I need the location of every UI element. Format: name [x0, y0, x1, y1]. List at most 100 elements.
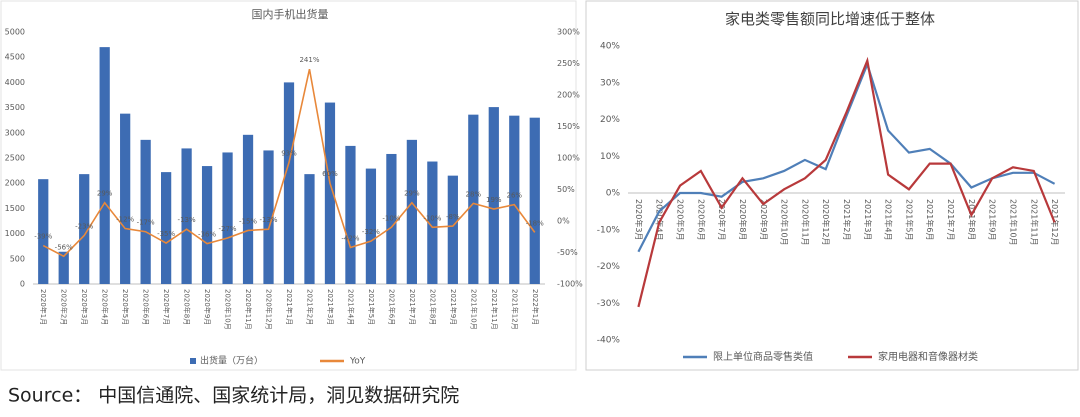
x-tick-label: 2021年11月	[1029, 199, 1039, 246]
x-tick-label: 2020年12月	[821, 199, 831, 246]
x-tick-label: 2020年12月	[265, 289, 274, 330]
y-tick-label: 30%	[600, 78, 620, 88]
line	[42, 68, 536, 258]
data-label: -18%	[526, 219, 544, 227]
x-tick-label: 2021年9月	[988, 199, 998, 240]
data-label: 28%	[466, 190, 482, 198]
bar	[242, 134, 254, 284]
x-tick-label: 2021年4月	[346, 289, 355, 325]
y2-tick-label: 300%	[557, 28, 580, 37]
bar	[161, 172, 172, 284]
y2-tick-label: 50%	[557, 185, 575, 194]
y-tick-label: 1000	[5, 229, 25, 238]
x-tick-label: 2021年5月	[904, 199, 914, 240]
x-tick-label: 2020年7月	[162, 289, 171, 325]
data-label: -10%	[382, 214, 400, 222]
data-label: -15%	[239, 217, 257, 225]
bar	[447, 175, 458, 284]
data-label: -10%	[423, 214, 441, 222]
data-label: -56%	[55, 243, 73, 251]
legend-label: 家用电器和音像器材类	[878, 350, 978, 363]
x-tick-label: 2021年6月	[387, 289, 396, 325]
x-tick-label: 2020年6月	[142, 289, 151, 325]
y-tick-label: 40%	[600, 42, 620, 52]
data-label: -13%	[259, 216, 277, 224]
x-tick-label: 2021年2月	[305, 289, 314, 325]
x-tick-label: 2021年12月	[1050, 199, 1060, 246]
x-tick-label: 2021年12月	[510, 289, 519, 330]
data-label: 241%	[299, 56, 319, 64]
line	[637, 61, 1056, 253]
bar	[365, 168, 377, 284]
y-tick-label: 1500	[5, 204, 25, 213]
x-tick-label: 2020年2月	[60, 289, 69, 325]
data-label: -35%	[157, 230, 175, 238]
data-label: -32%	[362, 228, 380, 236]
y-tick-label: 3000	[5, 128, 25, 137]
chart-frame	[0, 0, 577, 371]
data-label: -12%	[116, 216, 134, 224]
bar	[324, 102, 336, 284]
bar	[181, 148, 192, 284]
legend-swatch	[190, 358, 196, 364]
x-tick-label: 2021年8月	[428, 289, 437, 325]
y-tick-label: 0	[20, 280, 25, 289]
x-tick-label: 2021年3月	[326, 289, 335, 325]
x-tick-label: 2020年6月	[696, 199, 706, 240]
x-tick-label: 2020年11月	[800, 199, 810, 246]
x-tick-label: 2020年3月	[80, 289, 89, 325]
x-tick-label: 2020年1月	[39, 289, 48, 325]
x-tick-label: 2020年9月	[203, 289, 212, 325]
bar	[427, 161, 438, 284]
data-label: 29%	[404, 190, 420, 198]
x-tick-label: 2021年6月	[925, 199, 935, 240]
y-tick-label: 500	[10, 254, 25, 263]
y2-tick-label: 200%	[557, 91, 580, 100]
x-tick-label: 2020年10月	[224, 289, 233, 330]
y-tick-label: 10%	[600, 152, 620, 162]
bar	[79, 174, 90, 284]
x-tick-label: 2022年1月	[531, 289, 540, 325]
bar	[509, 115, 520, 284]
chart-title: 国内手机出货量	[252, 7, 329, 21]
x-tick-label: 2020年11月	[244, 289, 253, 330]
bar	[488, 107, 499, 284]
source-note: Source： 中国信通院、国家统计局，洞见数据研究院	[8, 385, 459, 407]
y2-tick-label: 250%	[557, 59, 580, 68]
y-tick-label: 20%	[600, 115, 620, 125]
y2-tick-label: 100%	[557, 154, 580, 163]
x-tick-label: 2021年4月	[884, 199, 894, 240]
x-tick-label: 2021年10月	[469, 289, 478, 330]
data-label: -23%	[75, 222, 93, 230]
data-label: -27%	[219, 225, 237, 233]
y2-tick-label: -100%	[557, 280, 583, 289]
y-tick-label: 4500	[5, 53, 25, 62]
legend-label: 出货量（万台）	[200, 355, 263, 367]
legend-label: 限上单位商品零售类值	[713, 350, 813, 363]
bar	[38, 179, 49, 284]
x-tick-label: 2021年2月	[842, 199, 852, 240]
y-tick-label: 2500	[5, 154, 25, 163]
x-tick-label: 2020年4月	[101, 289, 110, 325]
data-label: 19%	[486, 196, 502, 204]
x-tick-label: 2020年10月	[780, 199, 790, 246]
x-tick-label: 2021年1月	[285, 289, 294, 325]
x-tick-label: 2020年3月	[634, 199, 644, 240]
bar	[529, 117, 540, 285]
bar	[263, 150, 274, 284]
x-tick-label: 2021年11月	[490, 289, 499, 330]
x-tick-label: 2020年9月	[759, 199, 769, 240]
bar	[406, 139, 417, 284]
data-label: -8%	[446, 213, 460, 221]
y-tick-label: 2000	[5, 179, 25, 188]
bar	[345, 145, 356, 284]
x-tick-label: 2021年8月	[967, 199, 977, 240]
data-label: -36%	[198, 231, 216, 239]
data-label: 93%	[281, 149, 297, 157]
line	[637, 56, 1056, 308]
data-label: -42%	[341, 234, 359, 242]
bar	[120, 113, 131, 284]
x-tick-label: 2021年9月	[449, 289, 458, 325]
x-tick-label: 2021年7月	[408, 289, 417, 325]
bar	[304, 174, 315, 284]
